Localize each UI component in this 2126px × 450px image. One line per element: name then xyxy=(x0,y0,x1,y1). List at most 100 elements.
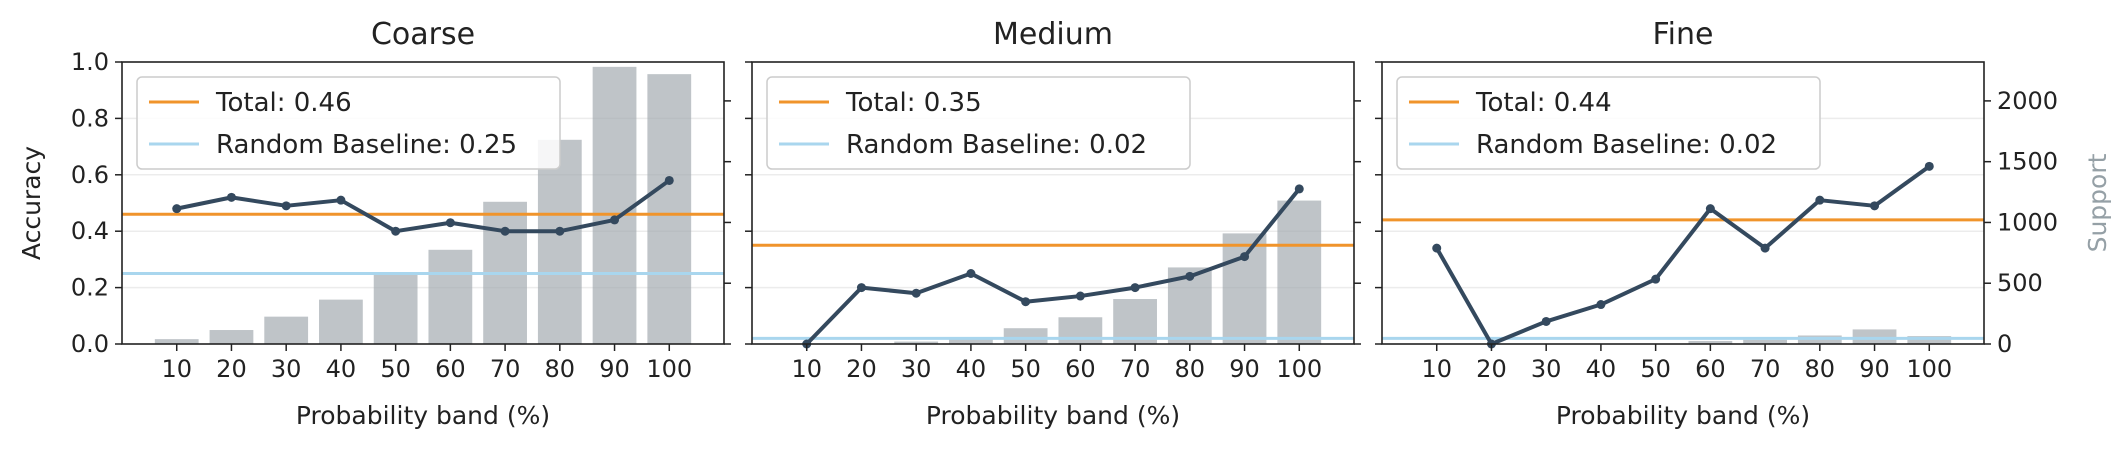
panel-coarse: 10 20 30 40 50 60 70 80 90 100 0.0 0.2 0.4 0.6 0.8 1.0 C… xyxy=(17,17,731,430)
legend-label-baseline: Random Baseline: 0.02 xyxy=(1476,130,1777,160)
accuracy-point xyxy=(1294,184,1304,194)
x-tick-label: 70 xyxy=(1750,355,1781,383)
y2-tick-label: 1000 xyxy=(1997,208,2058,236)
support-bar xyxy=(428,249,473,344)
support-bar xyxy=(537,139,582,344)
accuracy-point xyxy=(1596,300,1606,310)
legend-label-baseline: Random Baseline: 0.25 xyxy=(216,130,517,160)
plot-frame xyxy=(751,61,1355,345)
x-tick-label: 10 xyxy=(161,355,192,383)
x-tick-label: 10 xyxy=(1421,355,1452,383)
accuracy-point xyxy=(1432,243,1442,253)
y2-tick-label: 500 xyxy=(1997,269,2043,297)
y-axis-label: Accuracy xyxy=(17,146,46,260)
accuracy-point xyxy=(1651,274,1661,284)
support-bar xyxy=(1688,340,1733,344)
support-bar xyxy=(1743,339,1787,344)
support-bar xyxy=(1907,336,1952,344)
y-tick-label: 0.8 xyxy=(71,104,109,132)
x-tick-label: 30 xyxy=(1531,355,1562,383)
x-tick-label: 100 xyxy=(646,355,692,383)
accuracy-point xyxy=(1760,243,1770,253)
accuracy-point xyxy=(555,226,565,236)
x-tick-label: 30 xyxy=(271,355,302,383)
accuracy-point xyxy=(856,283,866,293)
support-bar xyxy=(319,299,363,344)
accuracy-point xyxy=(226,192,236,202)
y-tick-label: 1.0 xyxy=(71,48,109,76)
support-axis-label: Support xyxy=(2083,153,2112,252)
legend-label-total: Total: 0.35 xyxy=(845,88,982,118)
accuracy-point xyxy=(966,269,976,278)
accuracy-point xyxy=(391,226,401,236)
support-bar xyxy=(154,339,199,344)
accuracy-line xyxy=(176,178,671,234)
panel-medium: 10 20 30 40 50 60 70 80 90 100 Medium Probability b… xyxy=(745,17,1361,430)
y-tick-label: 0.0 xyxy=(71,330,109,358)
x-tick-label: 80 xyxy=(1175,355,1206,383)
x-axis-label: Probability band (%) xyxy=(926,401,1180,430)
support-bar xyxy=(647,74,692,344)
y2-tick-label: 0 xyxy=(1997,330,2012,358)
x-tick-label: 90 xyxy=(599,355,630,383)
x-tick-label: 60 xyxy=(1695,355,1726,383)
panel-fine: 10 20 30 40 50 60 70 80 90 1000500100015002000Fin… xyxy=(1375,17,2112,430)
legend: Total: 0.35 Random Baseline: 0.02 xyxy=(766,76,1191,170)
x-tick-label: 70 xyxy=(490,355,521,383)
accuracy-line xyxy=(805,187,1301,346)
accuracy-point xyxy=(1815,195,1825,205)
y2-tick-label: 2000 xyxy=(1997,87,2058,115)
accuracy-point xyxy=(445,218,455,228)
legend-box xyxy=(766,76,1191,170)
x-tick-label: 20 xyxy=(216,355,247,383)
plot-frame xyxy=(121,61,725,345)
support-bar xyxy=(209,330,254,344)
accuracy-point xyxy=(172,204,182,214)
support-bar xyxy=(1113,299,1157,344)
accuracy-point xyxy=(1021,297,1031,307)
x-tick-label: 60 xyxy=(435,355,466,383)
x-tick-label: 10 xyxy=(791,355,822,383)
x-tick-label: 70 xyxy=(1120,355,1151,383)
x-tick-label: 60 xyxy=(1065,355,1096,383)
panel-title: Coarse xyxy=(371,17,475,52)
x-tick-label: 40 xyxy=(956,355,987,383)
x-tick-label: 50 xyxy=(380,355,411,383)
accuracy-point xyxy=(1541,316,1551,326)
x-tick-label: 80 xyxy=(545,355,576,383)
support-bar xyxy=(1058,317,1103,344)
accuracy-point xyxy=(1185,271,1195,281)
accuracy-point xyxy=(1924,161,1934,171)
panel-title: Fine xyxy=(1653,17,1714,52)
accuracy-point xyxy=(281,201,291,211)
plot-frame xyxy=(1381,61,1985,345)
support-bar xyxy=(1222,233,1267,344)
accuracy-point xyxy=(911,288,921,298)
support-bar xyxy=(592,66,637,345)
x-tick-label: 20 xyxy=(1476,355,1507,383)
y2-tick-label: 1500 xyxy=(1997,148,2058,176)
support-bar xyxy=(264,316,309,344)
x-axis-label: Probability band (%) xyxy=(296,401,550,430)
x-tick-label: 90 xyxy=(1229,355,1260,383)
legend: Total: 0.46 Random Baseline: 0.25 xyxy=(136,76,561,170)
accuracy-point xyxy=(1705,204,1715,214)
accuracy-line xyxy=(1434,164,1931,346)
support-bar xyxy=(949,339,993,344)
accuracy-point xyxy=(1870,201,1880,211)
support-bar xyxy=(1277,200,1322,344)
x-axis-label: Probability band (%) xyxy=(1556,401,1810,430)
x-tick-label: 30 xyxy=(901,355,932,383)
support-bar xyxy=(1852,329,1897,344)
accuracy-point xyxy=(664,175,674,185)
panel-title: Medium xyxy=(993,17,1113,52)
legend-label-total: Total: 0.44 xyxy=(1475,88,1612,118)
x-tick-label: 40 xyxy=(1586,355,1617,383)
support-bar xyxy=(894,341,939,344)
x-tick-label: 80 xyxy=(1805,355,1836,383)
x-tick-label: 50 xyxy=(1010,355,1041,383)
accuracy-point xyxy=(1240,252,1250,262)
accuracy-point xyxy=(336,195,346,205)
x-tick-label: 100 xyxy=(1906,355,1952,383)
support-bar xyxy=(1003,328,1048,344)
